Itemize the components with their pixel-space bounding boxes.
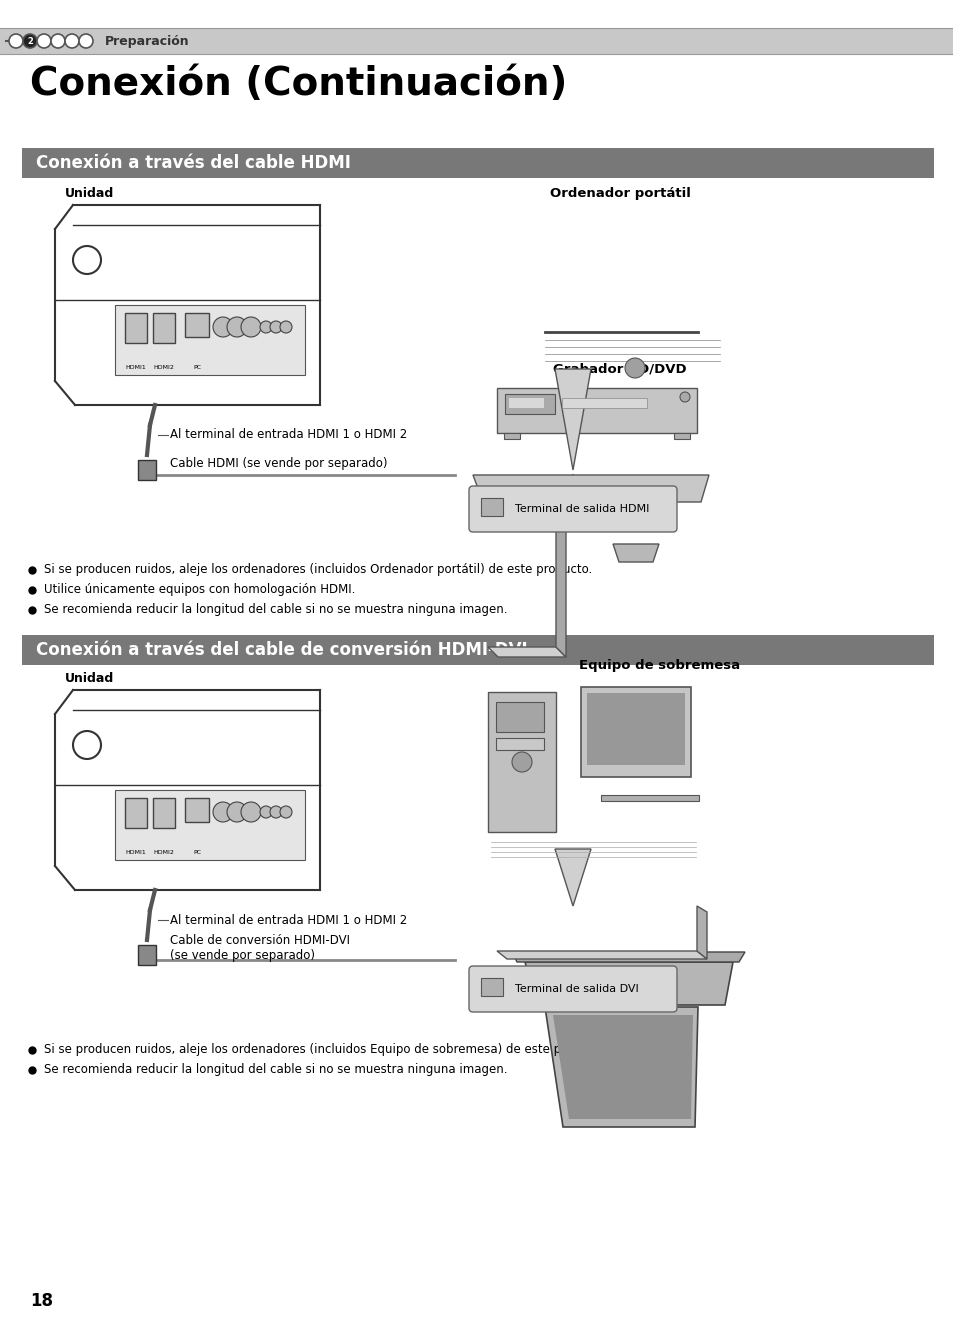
Circle shape — [241, 802, 261, 822]
Text: Si se producen ruidos, aleje los ordenadores (incluidos Equipo de sobremesa) de : Si se producen ruidos, aleje los ordenad… — [44, 1043, 609, 1056]
Text: HDMI1: HDMI1 — [126, 366, 146, 370]
FancyBboxPatch shape — [0, 28, 953, 54]
Circle shape — [260, 321, 272, 333]
FancyBboxPatch shape — [152, 798, 174, 828]
FancyBboxPatch shape — [125, 798, 147, 828]
Text: Conexión (Continuación): Conexión (Continuación) — [30, 66, 567, 103]
Circle shape — [241, 317, 261, 337]
FancyBboxPatch shape — [497, 388, 697, 432]
FancyBboxPatch shape — [469, 965, 677, 1012]
Text: Se recomienda reducir la longitud del cable si no se muestra ninguna imagen.: Se recomienda reducir la longitud del ca… — [44, 604, 507, 616]
Circle shape — [270, 806, 282, 818]
FancyBboxPatch shape — [469, 486, 677, 532]
Circle shape — [213, 802, 233, 822]
FancyBboxPatch shape — [480, 977, 502, 996]
Circle shape — [79, 33, 92, 48]
Circle shape — [65, 33, 79, 48]
Circle shape — [23, 33, 37, 48]
Text: Se recomienda reducir la longitud del cable si no se muestra ninguna imagen.: Se recomienda reducir la longitud del ca… — [44, 1063, 507, 1077]
Circle shape — [260, 806, 272, 818]
FancyBboxPatch shape — [496, 738, 543, 750]
FancyBboxPatch shape — [488, 692, 556, 832]
Polygon shape — [488, 647, 565, 657]
Polygon shape — [613, 544, 659, 562]
FancyBboxPatch shape — [504, 394, 555, 414]
Text: Equipo de sobremesa: Equipo de sobremesa — [578, 659, 740, 672]
Text: Cable HDMI (se vende por separado): Cable HDMI (se vende por separado) — [170, 457, 387, 470]
Polygon shape — [556, 507, 565, 657]
Polygon shape — [544, 1007, 698, 1127]
Text: HDMI2: HDMI2 — [153, 850, 174, 856]
Text: 2: 2 — [27, 36, 33, 46]
FancyBboxPatch shape — [580, 687, 690, 777]
Polygon shape — [497, 951, 706, 959]
Circle shape — [280, 806, 292, 818]
Circle shape — [9, 33, 23, 48]
FancyBboxPatch shape — [496, 702, 543, 732]
Polygon shape — [524, 961, 732, 1006]
Text: PC: PC — [193, 850, 201, 856]
Text: Conexión a través del cable HDMI: Conexión a través del cable HDMI — [36, 154, 351, 171]
Circle shape — [227, 802, 247, 822]
Text: Grabador BD/DVD: Grabador BD/DVD — [553, 362, 686, 375]
Circle shape — [213, 317, 233, 337]
Circle shape — [512, 753, 532, 773]
Text: Ordenador portátil: Ordenador portátil — [549, 187, 690, 200]
Text: PC: PC — [193, 366, 201, 370]
Polygon shape — [697, 907, 706, 959]
FancyBboxPatch shape — [185, 798, 209, 822]
FancyBboxPatch shape — [480, 498, 502, 516]
FancyBboxPatch shape — [673, 432, 689, 439]
Text: HDMI2: HDMI2 — [153, 366, 174, 370]
Circle shape — [73, 246, 101, 274]
FancyBboxPatch shape — [185, 313, 209, 337]
Circle shape — [73, 731, 101, 759]
Text: Al terminal de entrada HDMI 1 o HDMI 2: Al terminal de entrada HDMI 1 o HDMI 2 — [170, 428, 407, 442]
Text: Cable de conversión HDMI-DVI
(se vende por separado): Cable de conversión HDMI-DVI (se vende p… — [170, 935, 350, 961]
FancyBboxPatch shape — [115, 790, 305, 860]
Text: Utilice únicamente equipos con homologación HDMI.: Utilice únicamente equipos con homologac… — [44, 584, 355, 596]
FancyBboxPatch shape — [138, 461, 156, 479]
Circle shape — [280, 321, 292, 333]
FancyBboxPatch shape — [503, 432, 519, 439]
FancyBboxPatch shape — [561, 398, 646, 408]
Text: Terminal de salida DVI: Terminal de salida DVI — [515, 984, 639, 994]
Circle shape — [270, 321, 282, 333]
FancyBboxPatch shape — [115, 305, 305, 375]
FancyBboxPatch shape — [152, 313, 174, 343]
Text: Preparación: Preparación — [105, 35, 190, 47]
Text: Unidad: Unidad — [65, 672, 114, 686]
FancyBboxPatch shape — [509, 398, 543, 408]
Text: Unidad: Unidad — [65, 187, 114, 200]
Circle shape — [624, 358, 644, 378]
Circle shape — [37, 33, 51, 48]
Polygon shape — [555, 849, 590, 907]
Polygon shape — [512, 952, 744, 961]
Text: 18: 18 — [30, 1292, 53, 1310]
Text: Si se producen ruidos, aleje los ordenadores (incluidos Ordenador portátil) de e: Si se producen ruidos, aleje los ordenad… — [44, 564, 592, 577]
Text: Conexión a través del cable de conversión HDMI-DVI: Conexión a través del cable de conversió… — [36, 641, 527, 659]
Text: Terminal de salida HDMI: Terminal de salida HDMI — [515, 503, 649, 514]
FancyBboxPatch shape — [125, 313, 147, 343]
FancyBboxPatch shape — [22, 149, 933, 178]
Circle shape — [227, 317, 247, 337]
FancyBboxPatch shape — [586, 694, 684, 765]
Circle shape — [51, 33, 65, 48]
Circle shape — [679, 392, 689, 402]
FancyBboxPatch shape — [600, 795, 699, 801]
FancyBboxPatch shape — [138, 945, 156, 965]
Text: Al terminal de entrada HDMI 1 o HDMI 2: Al terminal de entrada HDMI 1 o HDMI 2 — [170, 913, 407, 927]
Polygon shape — [553, 1015, 692, 1119]
Polygon shape — [555, 370, 590, 470]
FancyBboxPatch shape — [22, 635, 933, 665]
Text: HDMI1: HDMI1 — [126, 850, 146, 856]
Polygon shape — [473, 475, 708, 502]
